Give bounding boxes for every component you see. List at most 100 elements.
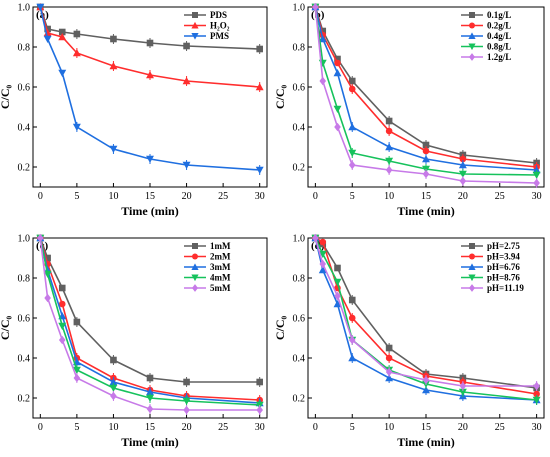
- data-point: [109, 378, 118, 386]
- series-line-5: [314, 6, 537, 184]
- data-point: [146, 394, 154, 402]
- data-point: [312, 233, 319, 243]
- legend-marker: [468, 32, 476, 39]
- data-point: [58, 284, 66, 292]
- x-tick-label: 10: [384, 422, 394, 433]
- data-point: [348, 149, 357, 157]
- data-point: [385, 354, 393, 362]
- data-point: [58, 335, 66, 345]
- data-point: [385, 367, 393, 377]
- data-point: [109, 62, 118, 70]
- data-point: [146, 374, 154, 382]
- series-line-3: [314, 237, 537, 401]
- data-point: [183, 378, 190, 386]
- data-point: [422, 141, 430, 149]
- x-tick-label: 0: [38, 422, 43, 433]
- data-point: [385, 165, 393, 175]
- data-point: [532, 396, 541, 404]
- x-tick-label: 15: [421, 191, 431, 202]
- data-point: [146, 39, 154, 47]
- y-tick-label: 0.4: [293, 123, 306, 134]
- x-tick-label: 30: [532, 191, 542, 202]
- data-point: [183, 42, 190, 50]
- data-point: [334, 55, 341, 63]
- y-tick-label: 0.2: [293, 163, 306, 174]
- y-axis-title: C/C₀: [273, 84, 287, 109]
- legend-label: pH=2.75: [487, 241, 520, 251]
- data-point: [459, 176, 467, 186]
- data-point: [58, 300, 66, 308]
- y-tick-label: 0.4: [293, 354, 306, 365]
- legend-marker: [469, 12, 475, 18]
- legend-marker: [192, 243, 198, 249]
- data-point: [348, 77, 356, 85]
- data-point: [533, 178, 540, 188]
- data-point: [43, 29, 52, 37]
- legend-marker: [469, 53, 475, 61]
- x-tick-label: 25: [218, 422, 228, 433]
- data-point: [422, 155, 430, 163]
- y-axis-title: C/C₀: [0, 315, 12, 340]
- legend-label: 0.4g/L: [487, 31, 511, 41]
- data-point: [348, 296, 356, 304]
- data-point: [37, 233, 44, 243]
- legend-label: 0.1g/L: [487, 10, 511, 20]
- y-tick-label: 0.8: [18, 274, 31, 285]
- data-point: [385, 143, 394, 151]
- series-line-5: [314, 237, 537, 387]
- data-point: [146, 71, 154, 79]
- data-point: [110, 35, 117, 43]
- legend-label: 2mM: [210, 252, 231, 262]
- data-point: [110, 391, 117, 401]
- y-tick-label: 0.8: [18, 43, 31, 54]
- data-point: [255, 83, 264, 91]
- y-tick-label: 0.8: [293, 43, 306, 54]
- x-tick-label: 5: [350, 191, 355, 202]
- y-tick-label: 0.8: [293, 274, 306, 285]
- legend-marker: [469, 243, 475, 249]
- data-point: [255, 166, 264, 174]
- chart-panel-3: 0 5 10 15 20 25 30 0.2 0.4 0.6 0.8 1.0 Time (min) C/C…: [0, 233, 268, 449]
- legend-marker: [191, 263, 199, 270]
- x-tick-label: 30: [532, 422, 542, 433]
- data-point: [532, 171, 541, 179]
- y-tick-label: 0.6: [18, 83, 31, 94]
- x-tick-label: 30: [255, 191, 265, 202]
- x-tick-label: 0: [313, 422, 318, 433]
- x-tick-label: 20: [458, 191, 468, 202]
- y-tick-label: 0.4: [18, 123, 31, 134]
- legend-label: pH=11.19: [487, 283, 524, 293]
- data-point: [334, 59, 341, 67]
- x-axis-title: Time (min): [121, 435, 178, 449]
- data-point: [348, 354, 357, 362]
- legend-label: 3mM: [210, 262, 231, 272]
- x-tick-label: 0: [313, 191, 318, 202]
- data-point: [256, 378, 263, 386]
- y-axis-title: C/C₀: [0, 84, 12, 109]
- data-point: [44, 254, 51, 262]
- data-point: [146, 388, 154, 396]
- data-point: [458, 170, 467, 178]
- x-axis-title: Time (min): [397, 204, 454, 218]
- data-point: [458, 161, 467, 169]
- legend-marker: [191, 21, 199, 29]
- data-point: [333, 278, 342, 286]
- legend-marker: [192, 253, 198, 260]
- data-point: [36, 3, 45, 11]
- data-point: [334, 264, 341, 272]
- y-tick-label: 0.6: [293, 314, 306, 325]
- data-point: [44, 293, 51, 303]
- legend-marker: [468, 43, 476, 51]
- data-point: [348, 123, 357, 131]
- y-tick-label: 1.0: [293, 3, 306, 14]
- data-point: [183, 405, 190, 415]
- y-tick-label: 1.0: [293, 234, 306, 245]
- x-tick-label: 20: [458, 422, 468, 433]
- data-point: [72, 123, 81, 131]
- legend-label: 0.8g/L: [487, 42, 511, 52]
- x-tick-label: 30: [255, 422, 265, 433]
- data-point: [422, 375, 430, 385]
- data-point: [319, 27, 327, 35]
- data-point: [146, 404, 154, 414]
- data-point: [385, 117, 393, 125]
